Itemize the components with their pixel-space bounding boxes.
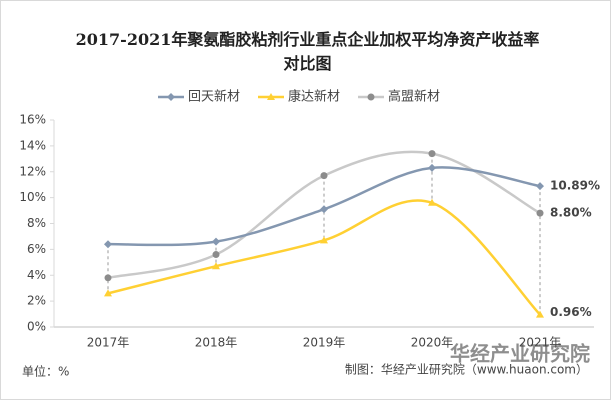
point <box>104 240 112 249</box>
legend-label: 回天新材 <box>188 89 240 105</box>
legend-marker <box>367 93 375 101</box>
x-tick-label: 2020年 <box>411 336 454 350</box>
point <box>212 251 220 259</box>
point <box>428 163 436 172</box>
point <box>320 172 328 180</box>
legend-marker <box>167 93 175 101</box>
value-label: 8.80% <box>550 206 592 220</box>
x-tick-label: 2017年 <box>87 336 130 350</box>
x-tick-label: 2021年 <box>519 336 562 350</box>
y-tick-label: 16% <box>19 113 46 127</box>
point <box>212 237 220 246</box>
y-tick-label: 12% <box>19 164 46 178</box>
value-label: 0.96% <box>550 305 592 319</box>
legend-label: 康达新材 <box>288 89 340 105</box>
point <box>104 274 112 282</box>
point <box>536 310 544 318</box>
y-tick-label: 2% <box>27 294 46 308</box>
point <box>212 262 220 270</box>
y-tick-label: 4% <box>27 268 46 282</box>
point <box>536 209 544 217</box>
point <box>320 205 328 214</box>
watermark: 华经产业研究院 <box>450 342 590 366</box>
y-tick-label: 0% <box>27 320 46 334</box>
unit-note: 单位：% <box>22 364 69 379</box>
y-tick-label: 14% <box>19 138 46 152</box>
source-note: 制图：华经产业研究院（www.huaon.com） <box>345 362 588 377</box>
x-tick-label: 2018年 <box>195 336 238 350</box>
point <box>104 289 112 297</box>
point <box>536 182 544 191</box>
y-tick-label: 6% <box>27 242 46 256</box>
chart-title: 2017-2021年聚氨酯胶粘剂行业重点企业加权平均净资产收益率对比图 <box>75 30 540 73</box>
point <box>428 150 436 158</box>
x-tick-label: 2019年 <box>303 336 346 350</box>
value-label: 10.89% <box>550 179 600 193</box>
y-tick-label: 10% <box>19 190 46 204</box>
y-tick-label: 8% <box>27 216 46 230</box>
point <box>428 198 436 206</box>
legend-marker <box>267 93 275 100</box>
series-line <box>107 199 541 316</box>
point <box>320 236 328 244</box>
legend-label: 高盟新材 <box>388 89 440 105</box>
